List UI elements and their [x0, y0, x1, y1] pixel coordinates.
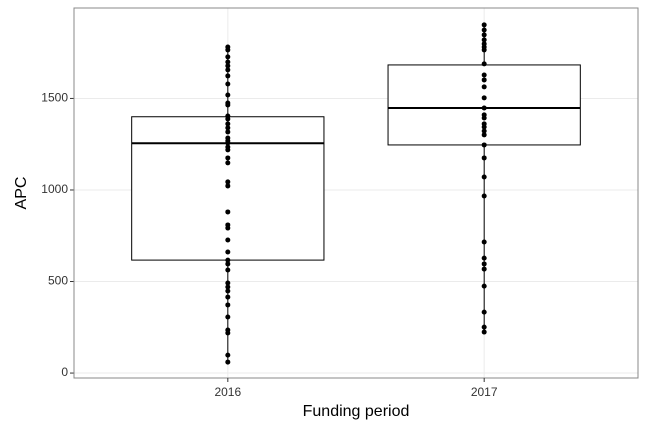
point: [225, 179, 231, 185]
point: [481, 77, 487, 83]
point: [225, 280, 231, 286]
point: [225, 284, 231, 290]
point: [481, 324, 487, 330]
point: [225, 183, 231, 189]
point: [225, 330, 231, 336]
point: [481, 115, 487, 121]
point: [481, 72, 487, 78]
point: [481, 37, 487, 43]
point: [225, 59, 231, 65]
point: [481, 255, 487, 261]
point: [225, 160, 231, 166]
point: [481, 329, 487, 335]
point: [225, 140, 231, 146]
point: [225, 129, 231, 135]
point: [481, 239, 487, 245]
point: [225, 225, 231, 231]
y-tick-label: 1000: [41, 182, 68, 196]
point: [225, 92, 231, 98]
y-tick-label: 500: [48, 274, 68, 288]
point: [481, 124, 487, 130]
point: [225, 47, 231, 53]
point: [225, 302, 231, 308]
point: [225, 125, 231, 131]
point: [481, 155, 487, 161]
point: [481, 174, 487, 180]
y-axis-title: APC: [13, 177, 30, 210]
point: [481, 132, 487, 138]
point: [481, 47, 487, 53]
x-tick-label: 2017: [471, 385, 498, 399]
point: [225, 294, 231, 300]
point: [481, 128, 487, 134]
point: [225, 352, 231, 358]
point: [225, 121, 231, 127]
point: [225, 102, 231, 108]
point: [225, 359, 231, 365]
point: [225, 54, 231, 60]
point: [481, 32, 487, 38]
point: [225, 63, 231, 69]
y-tick-label: 1500: [41, 91, 68, 105]
point: [481, 261, 487, 267]
point: [481, 309, 487, 315]
point: [225, 249, 231, 255]
point: [481, 105, 487, 111]
plot-border: [73, 7, 639, 379]
point: [225, 209, 231, 215]
point: [481, 95, 487, 101]
point: [225, 237, 231, 243]
point: [481, 84, 487, 90]
point: [225, 67, 231, 73]
point: [225, 73, 231, 79]
x-axis-title: Funding period: [303, 403, 410, 420]
point: [481, 27, 487, 33]
point: [225, 267, 231, 273]
point: [481, 283, 487, 289]
point: [225, 257, 231, 263]
x-tick-label: 2016: [214, 385, 241, 399]
point: [225, 147, 231, 153]
point: [225, 81, 231, 87]
point: [481, 142, 487, 148]
point: [225, 288, 231, 294]
point: [225, 116, 231, 122]
point: [481, 61, 487, 67]
point: [481, 266, 487, 272]
point: [481, 193, 487, 199]
point: [225, 261, 231, 267]
y-tick-label: 0: [61, 365, 68, 379]
point: [225, 314, 231, 320]
point: [225, 155, 231, 161]
point: [481, 22, 487, 28]
